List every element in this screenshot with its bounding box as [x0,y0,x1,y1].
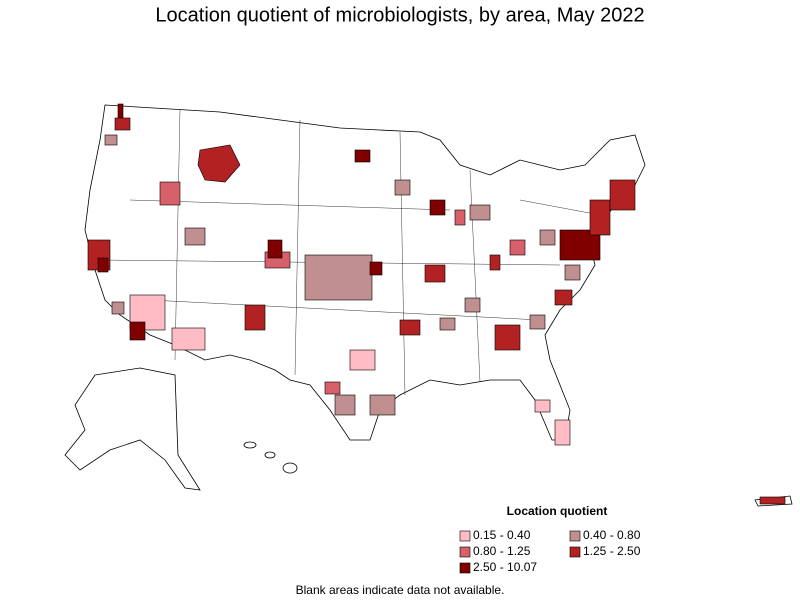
hawaii [243,441,257,449]
legend-swatch [459,546,471,558]
map-area [529,314,546,330]
map-title: Location quotient of microbiologists, by… [155,4,644,26]
map-area [197,144,241,183]
map-area [554,419,571,446]
map-area [114,117,131,131]
map-area [759,496,786,505]
legend-label: 0.80 - 1.25 [473,544,531,558]
map-area [171,327,206,351]
map-area [159,181,181,206]
map-area [469,204,491,221]
legend-label: 2.50 - 10.07 [473,560,537,574]
map-area [349,349,376,371]
map-area [509,239,526,256]
map-area [424,264,446,283]
hawaii [282,462,298,474]
map-area [97,257,109,273]
map-area [111,301,125,315]
legend-swatch [569,546,581,558]
map-area [117,103,124,121]
map-area [464,297,481,313]
map-area [394,179,411,196]
legend-swatch [459,530,471,542]
legend-label: 1.25 - 2.50 [583,544,641,558]
map-area [534,399,551,413]
legend-title: Location quotient [507,504,608,518]
map-area [267,239,283,259]
footnote: Blank areas indicate data not available. [296,583,505,597]
map-area [554,289,573,306]
legend: Location quotient 0.15 - 0.40 0.40 - 0.80… [459,504,641,574]
hawaii [264,451,276,459]
map-area [429,199,446,216]
alaska [64,367,201,491]
map-area [439,317,456,331]
map-area [399,319,421,336]
map [64,103,793,507]
map-area [334,394,356,416]
map-area [589,199,611,236]
map-area [454,209,466,226]
map-area [494,324,521,351]
map-area [104,134,118,146]
map-area [324,381,341,395]
map-area [489,254,501,271]
map-area [564,264,581,281]
map-area [609,179,636,211]
map-area [129,321,146,341]
map-area [244,304,266,331]
legend-swatch [459,562,471,574]
map-area [369,261,383,276]
map-area [184,227,206,246]
map-area [304,254,373,301]
map-area [354,149,371,163]
legend-label: 0.40 - 0.80 [583,528,641,542]
legend-swatch [569,530,581,542]
map-area [539,229,556,246]
map-area [369,394,396,416]
legend-label: 0.15 - 0.40 [473,528,531,542]
